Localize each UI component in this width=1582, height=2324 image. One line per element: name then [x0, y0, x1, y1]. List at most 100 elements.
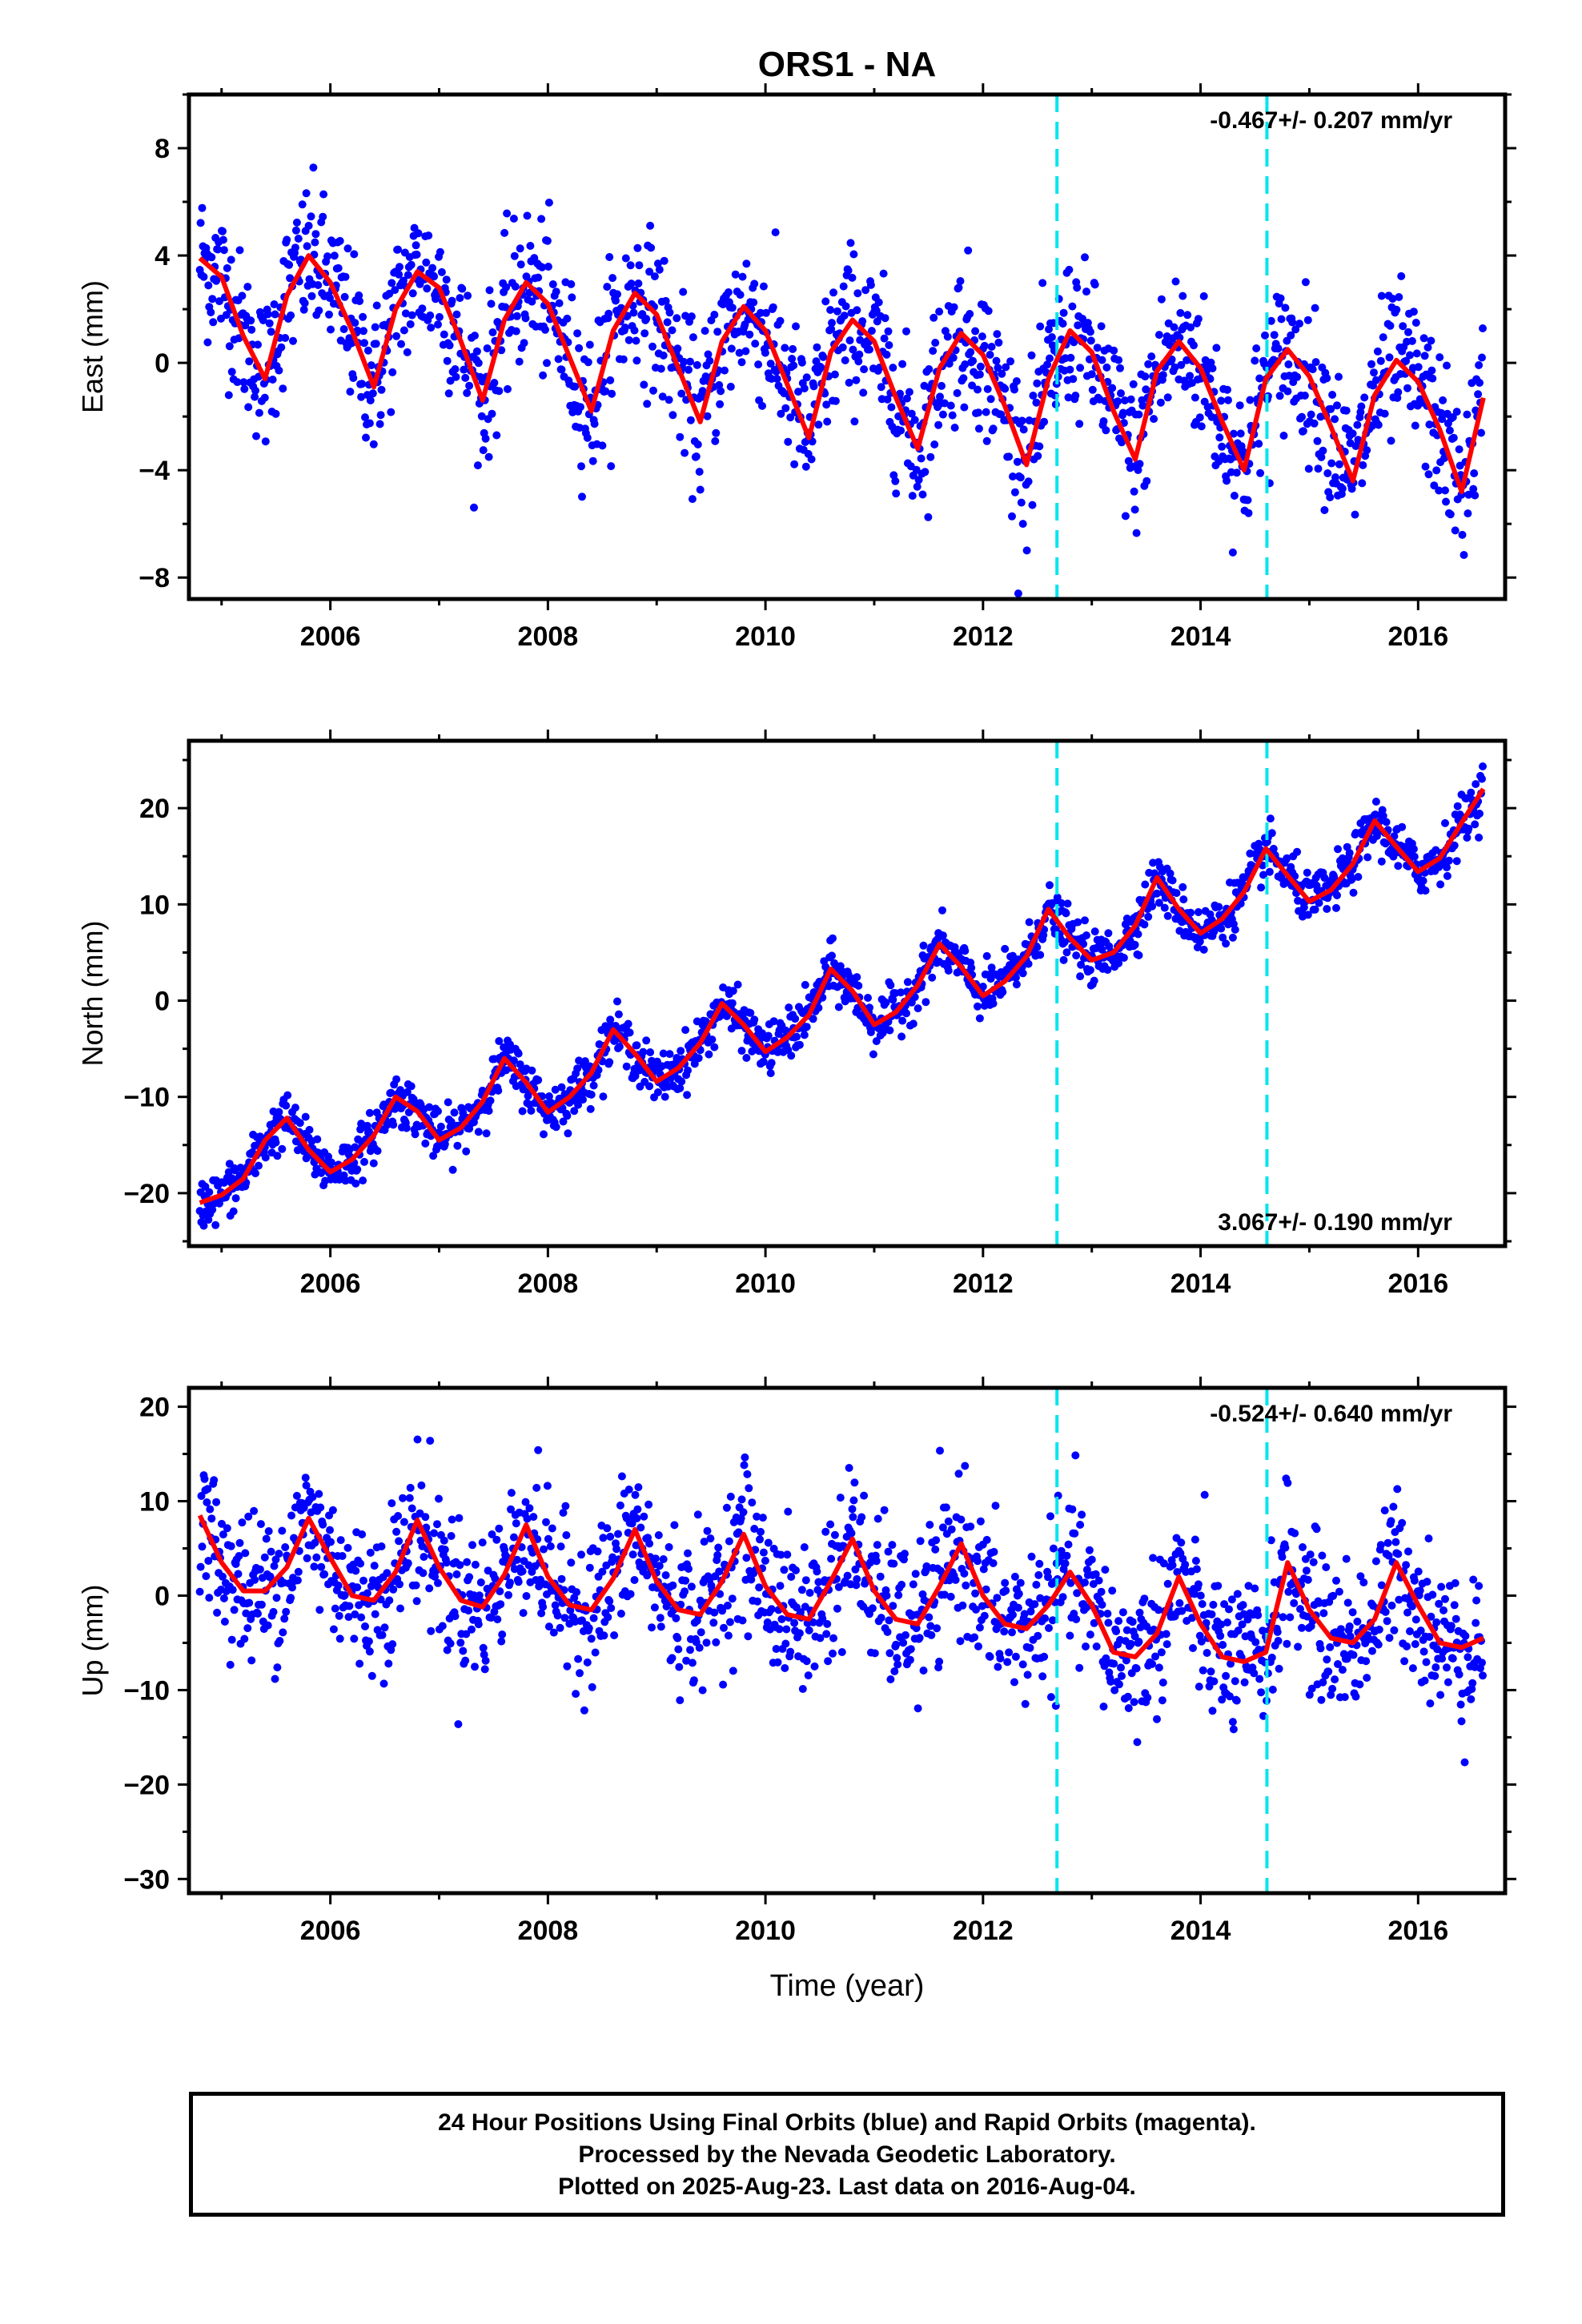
- data-point: [617, 1472, 626, 1481]
- data-point: [1239, 1601, 1247, 1610]
- data-point: [1114, 356, 1123, 364]
- data-point: [1397, 271, 1406, 280]
- data-point: [945, 360, 954, 368]
- data-point: [937, 1566, 945, 1575]
- data-point: [773, 1658, 782, 1667]
- data-point: [801, 1576, 810, 1585]
- data-point: [1018, 969, 1027, 978]
- data-point: [650, 272, 659, 281]
- data-point: [784, 437, 793, 446]
- data-point: [1333, 401, 1341, 410]
- data-point: [387, 408, 396, 416]
- data-point: [510, 251, 519, 260]
- data-point: [408, 1504, 416, 1513]
- data-point: [897, 988, 905, 997]
- data-point: [421, 1513, 430, 1522]
- data-point: [859, 388, 868, 397]
- data-point: [431, 1572, 440, 1581]
- data-point: [737, 1495, 746, 1504]
- data-point: [780, 1566, 789, 1574]
- data-point: [593, 1547, 602, 1556]
- data-point: [1001, 384, 1010, 393]
- data-point: [795, 1040, 804, 1049]
- data-point: [630, 326, 639, 335]
- data-point: [1419, 334, 1428, 343]
- data-point: [452, 1570, 461, 1578]
- data-point: [703, 412, 712, 420]
- data-point: [235, 1552, 243, 1560]
- data-point: [576, 1669, 584, 1678]
- data-point: [553, 1611, 562, 1620]
- data-point: [1233, 1590, 1242, 1598]
- data-point: [938, 410, 947, 419]
- data-point: [640, 1512, 648, 1521]
- data-point: [1163, 393, 1172, 402]
- data-point: [344, 1613, 353, 1622]
- data-point: [1377, 857, 1386, 866]
- data-point: [1036, 322, 1045, 331]
- data-point: [659, 1049, 668, 1058]
- data-point: [683, 1091, 692, 1100]
- data-point: [1036, 1594, 1045, 1602]
- data-point: [1163, 911, 1172, 920]
- data-point: [1302, 1566, 1311, 1575]
- data-point: [430, 272, 439, 281]
- data-point: [1010, 1572, 1019, 1581]
- data-point: [737, 1514, 745, 1522]
- data-point: [481, 1656, 490, 1665]
- data-point: [1192, 1565, 1201, 1574]
- data-point: [1047, 333, 1056, 341]
- data-point: [1478, 774, 1486, 783]
- data-point: [203, 1498, 211, 1506]
- data-point: [424, 231, 433, 240]
- data-point: [1357, 402, 1366, 411]
- data-point: [1311, 358, 1320, 367]
- north-panel: 2006 2008 2010 2012 2014 2016−20−1001020North…: [76, 730, 1516, 1299]
- data-point: [669, 411, 677, 420]
- data-point: [830, 370, 839, 379]
- data-point: [781, 404, 790, 412]
- data-point: [797, 1586, 806, 1594]
- data-point: [1135, 1608, 1144, 1617]
- data-point: [975, 370, 984, 379]
- data-point: [479, 446, 488, 455]
- data-point: [1269, 844, 1278, 853]
- data-point: [357, 392, 366, 401]
- data-point: [315, 1490, 323, 1498]
- data-point: [1195, 1683, 1203, 1691]
- data-point: [792, 1566, 800, 1574]
- data-point: [580, 1057, 589, 1066]
- data-point: [557, 1574, 566, 1583]
- data-point: [227, 255, 235, 264]
- data-point: [600, 1631, 608, 1640]
- data-point: [633, 243, 642, 252]
- data-point: [1320, 874, 1329, 883]
- data-point: [880, 334, 889, 343]
- data-point: [358, 380, 367, 388]
- data-point: [1066, 365, 1074, 374]
- data-point: [502, 283, 511, 292]
- data-point: [944, 1517, 953, 1526]
- data-point: [1238, 1620, 1247, 1629]
- data-point: [1106, 1677, 1115, 1686]
- data-point: [1134, 951, 1143, 959]
- data-point: [548, 1524, 556, 1533]
- data-point: [1419, 1647, 1428, 1656]
- data-point: [419, 1569, 428, 1578]
- data-point: [1028, 501, 1037, 509]
- data-point: [615, 1043, 624, 1051]
- data-point: [1001, 944, 1010, 953]
- data-point: [495, 387, 504, 396]
- data-point: [1032, 398, 1041, 407]
- data-point: [563, 1662, 572, 1671]
- data-point: [534, 273, 543, 282]
- data-point: [490, 379, 499, 387]
- data-point: [845, 1464, 853, 1472]
- data-point: [328, 1506, 337, 1514]
- data-point: [262, 1534, 271, 1543]
- data-point: [785, 1003, 793, 1012]
- data-point: [610, 1631, 619, 1639]
- data-point: [936, 1446, 944, 1455]
- data-point: [583, 1658, 592, 1667]
